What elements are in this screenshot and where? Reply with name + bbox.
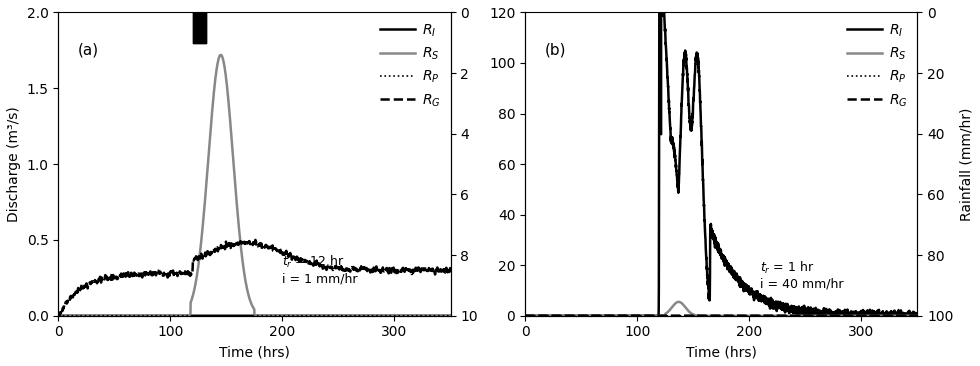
Text: $t_r$ = 12 hr
i = 1 mm/hr: $t_r$ = 12 hr i = 1 mm/hr bbox=[282, 254, 358, 285]
Legend: $R_I$, $R_S$, $R_P$, $R_G$: $R_I$, $R_S$, $R_P$, $R_G$ bbox=[845, 19, 910, 111]
X-axis label: Time (hrs): Time (hrs) bbox=[686, 345, 757, 359]
Legend: $R_I$, $R_S$, $R_P$, $R_G$: $R_I$, $R_S$, $R_P$, $R_G$ bbox=[377, 19, 444, 111]
Y-axis label: Discharge (m³/s): Discharge (m³/s) bbox=[7, 106, 21, 222]
Text: (a): (a) bbox=[77, 43, 99, 58]
X-axis label: Time (hrs): Time (hrs) bbox=[219, 345, 290, 359]
Y-axis label: Rainfall (mm/hr): Rainfall (mm/hr) bbox=[959, 108, 973, 221]
Text: $t_r$ = 1 hr
i = 40 mm/hr: $t_r$ = 1 hr i = 40 mm/hr bbox=[760, 259, 844, 291]
Text: (b): (b) bbox=[545, 43, 566, 58]
